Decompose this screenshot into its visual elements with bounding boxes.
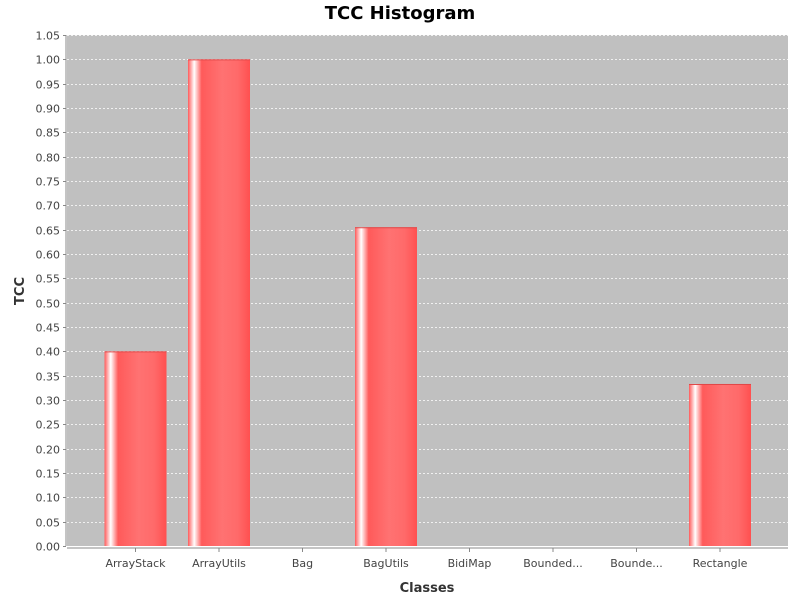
y-tick-label: 0.20: [36, 444, 61, 457]
y-axis: 0.00 0.05 0.10 0.15 0.20 0.25 0.30 0.35 0.40 0.45…: [36, 30, 67, 554]
y-tick-label: 1.00: [36, 54, 61, 67]
y-tick-label: 0.15: [36, 468, 61, 481]
y-tick-label: 0.35: [36, 371, 61, 384]
y-tick-label: 0.90: [36, 103, 61, 116]
y-tick-label: 0.80: [36, 152, 61, 165]
bar: [689, 383, 751, 546]
y-tick-label: 0.40: [36, 346, 61, 359]
x-tick-label: Bounde...: [610, 557, 662, 570]
bar: [355, 227, 417, 546]
y-tick-label: 0.65: [36, 225, 61, 238]
gridlines: [67, 35, 788, 523]
y-tick-label: 0.25: [36, 419, 61, 432]
y-tick-label: 0.70: [36, 200, 61, 213]
bar: [104, 351, 167, 546]
y-tick-label: 0.95: [36, 79, 61, 92]
bar: [188, 59, 250, 546]
y-tick-label: 0.75: [36, 176, 61, 189]
y-tick-label: 0.60: [36, 249, 61, 262]
bars: [104, 59, 751, 546]
y-axis-title: TCC: [13, 277, 28, 305]
y-tick-label: 0.05: [36, 517, 61, 530]
x-axis-title: Classes: [400, 581, 455, 596]
x-tick-label: Bag: [292, 557, 313, 570]
y-tick-label: 1.05: [36, 30, 61, 43]
y-tick-label: 0.30: [36, 395, 61, 408]
y-tick-label: 0.00: [36, 541, 61, 554]
x-tick-label: Rectangle: [693, 557, 748, 570]
y-tick-label: 0.10: [36, 492, 61, 505]
x-tick-label: BagUtils: [363, 557, 409, 570]
chart-title: TCC Histogram: [324, 3, 476, 24]
y-tick-label: 0.45: [36, 322, 61, 335]
y-tick-label: 0.50: [36, 298, 61, 311]
x-tick-label: BidiMap: [448, 557, 492, 570]
x-tick-label: Bounded...: [523, 557, 582, 570]
plot-area: [67, 35, 788, 546]
x-tick-label: ArrayUtils: [192, 557, 246, 570]
x-tick-label: ArrayStack: [105, 557, 166, 570]
y-tick-label: 0.85: [36, 127, 61, 140]
x-axis: ArrayStack ArrayUtils Bag BagUtils BidiMap Bo…: [67, 547, 788, 570]
y-tick-label: 0.55: [36, 273, 61, 286]
